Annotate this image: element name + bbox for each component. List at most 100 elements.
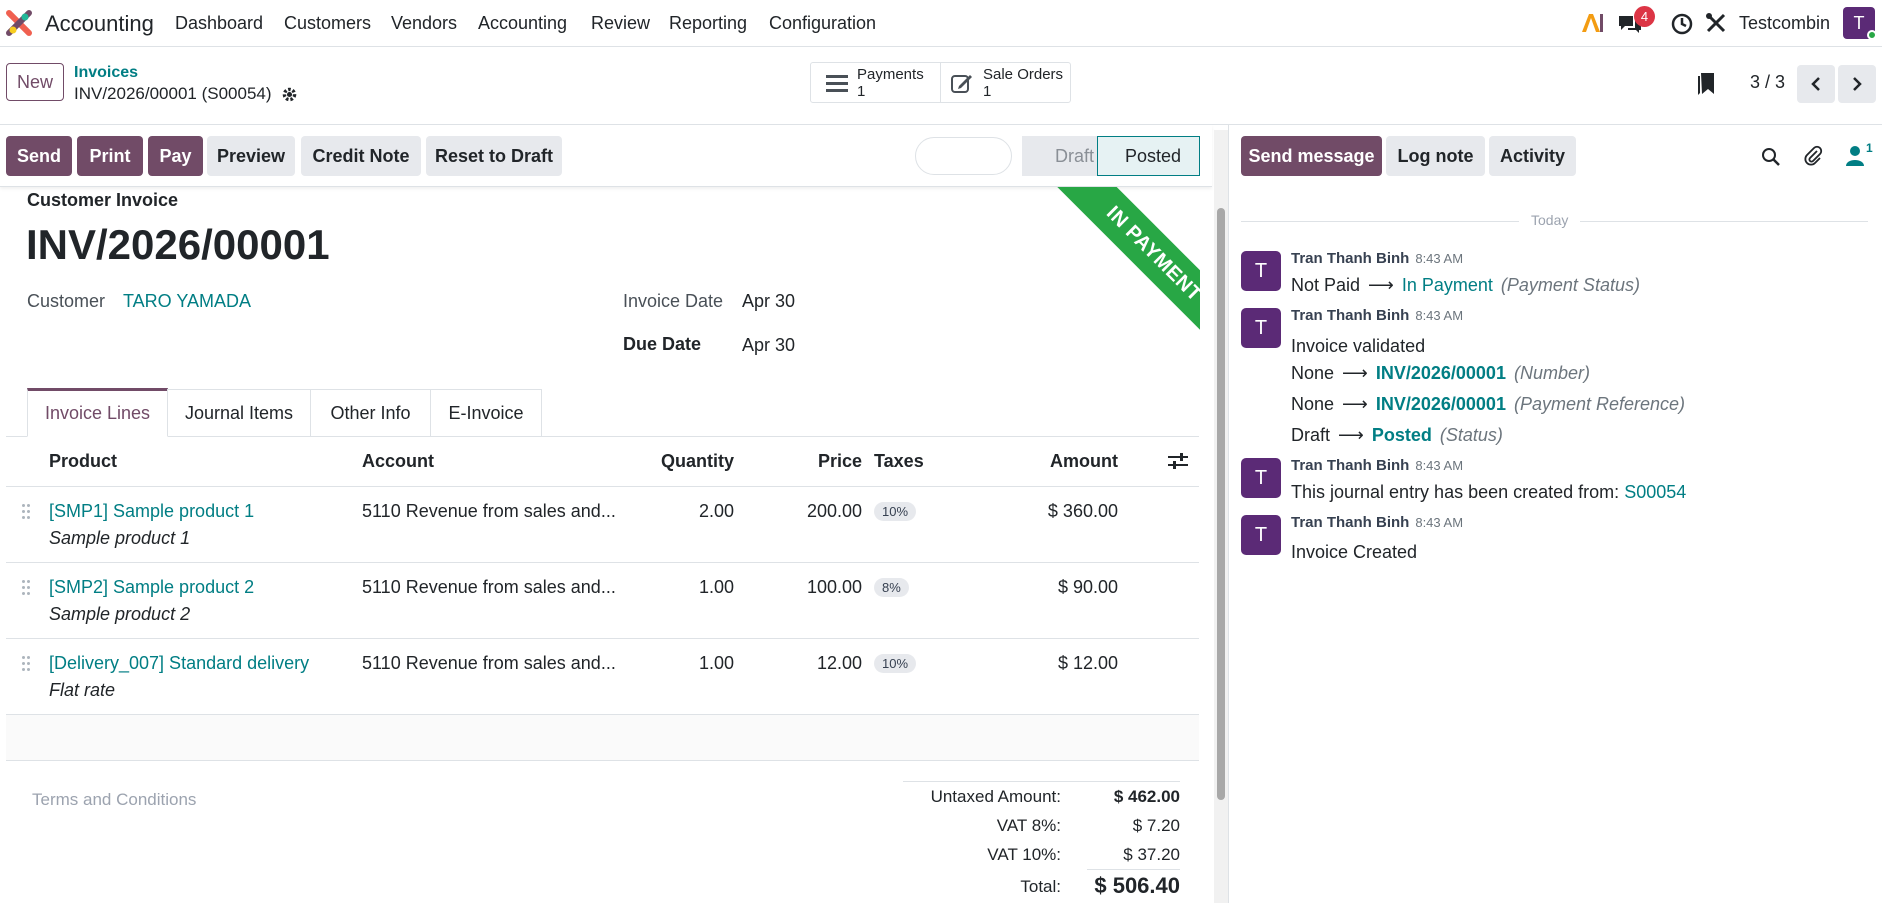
menu-configuration[interactable]: Configuration (769, 13, 877, 33)
scrollbar-thumb[interactable] (1217, 208, 1225, 800)
optional-columns-icon[interactable] (1168, 452, 1188, 470)
avatar[interactable]: T (1241, 515, 1281, 555)
arrow-icon: ⟶ (1342, 363, 1368, 383)
message-author: Tran Thanh Binh 8:43 AM (1291, 457, 1463, 474)
send-button[interactable]: Send (6, 136, 72, 176)
row-quantity[interactable]: 1.00 (698, 577, 734, 597)
menu-accounting[interactable]: Accounting (478, 13, 568, 33)
gear-icon[interactable] (281, 86, 298, 103)
new-button[interactable]: New (6, 63, 64, 101)
pager-previous-button[interactable] (1797, 65, 1835, 103)
row-quantity[interactable]: 1.00 (698, 653, 734, 673)
customer-value[interactable]: TARO YAMADA (123, 291, 252, 311)
terms-and-conditions-field[interactable]: Terms and Conditions (32, 790, 197, 809)
column-product[interactable]: Product (49, 451, 118, 471)
row-description[interactable]: Sample product 2 (49, 604, 191, 624)
smart-button-sale-orders[interactable]: Sale Orders 1 (940, 62, 1071, 103)
drag-handle-icon[interactable] (22, 504, 30, 522)
new-value: INV/2026/00001 (1375, 363, 1506, 383)
drag-handle-icon[interactable] (22, 656, 30, 674)
pager-next-button[interactable] (1838, 65, 1876, 103)
paperclip-icon[interactable] (1803, 145, 1823, 167)
drag-handle-icon[interactable] (22, 580, 30, 598)
invoice-number: INV/2026/00001 (26, 221, 330, 268)
tab-invoice-lines[interactable]: Invoice Lines (27, 388, 168, 437)
reset-to-draft-button[interactable]: Reset to Draft (426, 136, 562, 176)
send-message-button[interactable]: Send message (1241, 136, 1382, 176)
row-tax-badge[interactable]: 10% (874, 502, 917, 521)
log-note-button[interactable]: Log note (1386, 136, 1485, 176)
author-name[interactable]: Tran Thanh Binh (1291, 457, 1410, 474)
tab-e-invoice[interactable]: E-Invoice (430, 389, 542, 436)
table-footer-spacer (6, 715, 1199, 761)
invoice-date-value[interactable]: Apr 30 (742, 291, 796, 311)
followers-count: 1 (1866, 141, 1873, 155)
avatar[interactable]: T (1241, 458, 1281, 498)
tab-journal-items[interactable]: Journal Items (167, 389, 311, 436)
menu-review[interactable]: Review (591, 13, 651, 33)
tools-icon[interactable] (1705, 12, 1727, 34)
menu-vendors[interactable]: Vendors (391, 13, 458, 33)
vat8-value: $ 7.20 (1132, 816, 1180, 835)
message-body: Invoice Created (1291, 542, 1418, 562)
author-name[interactable]: Tran Thanh Binh (1291, 250, 1410, 267)
row-description[interactable]: Flat rate (49, 680, 116, 700)
app-name[interactable]: Accounting (45, 11, 154, 36)
row-tax-badge[interactable]: 8% (874, 578, 909, 597)
author-name[interactable]: Tran Thanh Binh (1291, 514, 1410, 531)
clock-icon[interactable] (1671, 13, 1693, 35)
table-row[interactable]: [SMP2] Sample product 2 Sample product 2… (6, 563, 1199, 639)
column-taxes[interactable]: Taxes (874, 451, 924, 471)
row-price[interactable]: 12.00 (816, 653, 862, 673)
pay-button[interactable]: Pay (148, 136, 203, 176)
row-tax-badge[interactable]: 10% (874, 654, 917, 673)
row-description[interactable]: Sample product 1 (49, 528, 191, 548)
control-panel: New Invoices INV/2026/00001 (S00054) Pay… (0, 47, 1882, 125)
followers-icon[interactable] (1846, 145, 1864, 167)
avatar[interactable]: T (1241, 251, 1281, 291)
row-product[interactable]: [SMP2] Sample product 2 (49, 577, 255, 597)
smart-button-payments[interactable]: Payments 1 (810, 62, 941, 103)
status-posted: Posted (1097, 136, 1200, 176)
new-value: In Payment (1401, 275, 1493, 295)
activity-button[interactable]: Activity (1489, 136, 1576, 176)
tab-other-info[interactable]: Other Info (310, 389, 431, 436)
app-logo-icon[interactable] (6, 10, 32, 36)
due-date-value[interactable]: Apr 30 (742, 335, 796, 355)
avatar[interactable]: T (1241, 308, 1281, 348)
row-price[interactable]: 100.00 (806, 577, 862, 597)
row-account[interactable]: 5110 Revenue from sales and... (362, 501, 616, 521)
row-account[interactable]: 5110 Revenue from sales and... (362, 653, 616, 673)
credit-note-button[interactable]: Credit Note (301, 136, 421, 176)
column-quantity[interactable]: Quantity (660, 451, 734, 471)
chevron-right-icon (1853, 77, 1862, 91)
chatter-panel: Send message Log note Activity 1 Today T… (1228, 125, 1882, 903)
table-row[interactable]: [SMP1] Sample product 1 Sample product 1… (6, 487, 1199, 563)
form-scrollbar[interactable] (1214, 130, 1228, 903)
menu-reporting[interactable]: Reporting (669, 13, 748, 33)
menu-customers[interactable]: Customers (284, 13, 372, 33)
author-name[interactable]: Tran Thanh Binh (1291, 307, 1410, 324)
print-button[interactable]: Print (77, 136, 143, 176)
search-icon[interactable] (1761, 147, 1781, 167)
row-account[interactable]: 5110 Revenue from sales and... (362, 577, 616, 597)
preview-button[interactable]: Preview (207, 136, 295, 176)
source-document-link[interactable]: S00054 (1624, 482, 1687, 502)
row-quantity[interactable]: 2.00 (698, 501, 734, 521)
column-account[interactable]: Account (362, 451, 434, 471)
user-name[interactable]: Testcombin (1739, 13, 1831, 33)
row-price[interactable]: 200.00 (806, 501, 862, 521)
column-price[interactable]: Price (817, 451, 862, 471)
column-amount[interactable]: Amount (1050, 451, 1118, 471)
untaxed-amount-value: $ 462.00 (1113, 787, 1180, 806)
table-row[interactable]: [Delivery_007] Standard delivery Flat ra… (6, 639, 1199, 715)
top-navbar: Accounting Dashboard Customers Vendors A… (0, 0, 1882, 47)
breadcrumb-invoices[interactable]: Invoices (74, 64, 139, 81)
menu-dashboard[interactable]: Dashboard (175, 13, 264, 33)
row-product[interactable]: [SMP1] Sample product 1 (49, 501, 255, 521)
row-product[interactable]: [Delivery_007] Standard delivery (49, 653, 310, 673)
form-statusbar: Send Print Pay Preview Credit Note Reset… (0, 125, 1212, 187)
bookmark-icon[interactable] (1696, 72, 1716, 96)
pager-value[interactable]: 3 / 3 (1750, 72, 1786, 92)
ai-icon[interactable] (1580, 12, 1604, 34)
